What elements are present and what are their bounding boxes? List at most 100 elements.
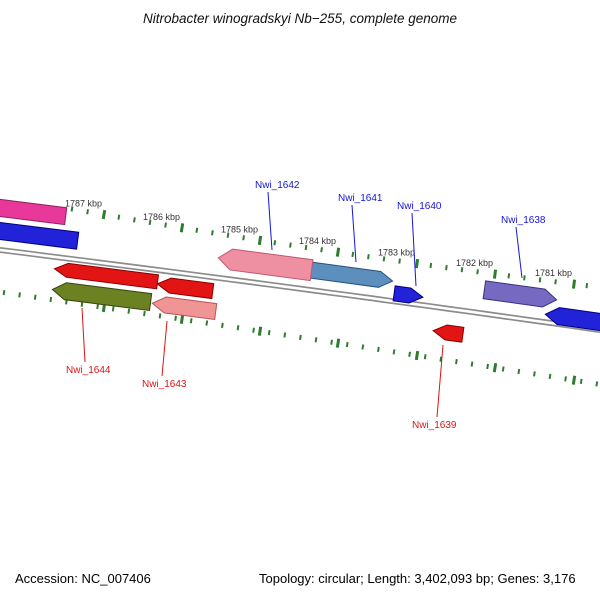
minor-tick: [548, 373, 552, 380]
major-tick: [571, 375, 577, 385]
minor-tick: [111, 306, 115, 312]
ruler-labels: 1787 kbp 1786 kbp 1785 kbp 1784 kbp 1783 kbp…: [65, 199, 572, 279]
minor-tick: [195, 227, 199, 233]
ruler-label: 1784 kbp: [299, 236, 336, 246]
minor-tick: [595, 381, 599, 387]
label-leader-line: [411, 212, 417, 287]
minor-tick: [49, 296, 53, 303]
gene-arrow[interactable]: [53, 262, 160, 290]
minor-tick: [226, 232, 230, 238]
major-tick: [492, 363, 498, 373]
gene-arrow-Nwi_1644[interactable]: [51, 281, 153, 312]
minor-tick: [148, 219, 152, 226]
gene-label-Nwi_1641[interactable]: Nwi_1641: [338, 193, 383, 204]
minor-tick: [320, 247, 323, 253]
minor-tick: [299, 334, 302, 341]
gene-arrow[interactable]: [156, 276, 215, 300]
minor-tick: [86, 209, 90, 215]
gene-label-Nwi_1638[interactable]: Nwi_1638: [501, 215, 546, 226]
minor-tick: [345, 341, 349, 348]
minor-tick: [236, 325, 240, 331]
major-tick: [257, 235, 263, 246]
gene-arrow-Nwi_1640[interactable]: [392, 285, 424, 305]
ruler-label: 1786 kbp: [143, 212, 180, 222]
gene-arrow-Nwi_1642[interactable]: [217, 247, 314, 282]
minor-tick: [351, 251, 355, 258]
gene-label-Nwi_1644[interactable]: Nwi_1644: [66, 365, 111, 376]
inner-tick-arc: [2, 289, 599, 387]
minor-tick: [96, 303, 99, 310]
minor-tick: [267, 329, 271, 336]
minor-tick: [143, 310, 146, 317]
minor-tick: [189, 318, 193, 324]
minor-tick: [554, 279, 557, 285]
label-leader-line: [267, 191, 273, 251]
minor-tick: [538, 277, 542, 283]
gene-label-Nwi_1640[interactable]: Nwi_1640: [397, 201, 442, 212]
ruler-label: 1787 kbp: [65, 199, 102, 209]
minor-tick: [174, 315, 177, 321]
minor-tick: [304, 244, 308, 251]
gene-arrow[interactable]: [0, 221, 80, 250]
minor-tick: [398, 258, 401, 264]
minor-tick: [221, 322, 224, 329]
minor-tick: [2, 289, 6, 296]
label-leader-line: [436, 344, 444, 418]
gene-label-Nwi_1639[interactable]: Nwi_1639: [412, 420, 457, 431]
major-tick: [414, 350, 420, 361]
label-leader-line: [515, 226, 523, 279]
gene-arrow-Nwi_1641[interactable]: [298, 260, 394, 289]
accession-text: Accession: NC_007406: [15, 571, 151, 586]
minor-tick: [523, 275, 526, 281]
minor-tick: [585, 282, 589, 289]
gene-labels: Nwi_1642 Nwi_1641 Nwi_1640 Nwi_1638 Nwi_1644…: [66, 180, 546, 431]
minor-tick: [476, 269, 479, 275]
gene-arrow[interactable]: [544, 306, 600, 333]
major-tick: [571, 279, 577, 289]
minor-tick: [429, 262, 433, 269]
major-tick: [492, 269, 498, 279]
major-tick: [101, 209, 107, 220]
major-tick: [335, 338, 341, 348]
minor-tick: [273, 240, 277, 246]
gene-arrow[interactable]: [0, 198, 68, 226]
label-leader-line: [351, 204, 357, 263]
minor-tick: [367, 254, 370, 260]
minor-tick: [314, 337, 318, 343]
major-tick: [257, 326, 263, 336]
minor-tick: [501, 366, 505, 372]
gene-arrow-Nwi_1639[interactable]: [432, 323, 465, 343]
ruler-label: 1785 kbp: [221, 224, 258, 234]
minor-tick: [579, 378, 583, 385]
minor-tick: [517, 368, 521, 375]
minor-tick: [382, 256, 386, 262]
minor-tick: [70, 206, 74, 212]
minor-tick: [164, 222, 167, 228]
minor-tick: [242, 235, 245, 241]
minor-tick: [18, 292, 21, 298]
minor-tick: [408, 351, 411, 357]
label-leader-line: [81, 307, 86, 363]
ruler-label: 1782 kbp: [456, 258, 493, 268]
gene-arrow-Nwi_1643[interactable]: [151, 295, 218, 321]
gene-label-Nwi_1643[interactable]: Nwi_1643: [142, 379, 187, 390]
label-leader-line: [161, 320, 168, 377]
minor-tick: [455, 358, 458, 365]
minor-tick: [392, 349, 396, 355]
minor-tick: [117, 214, 121, 220]
major-tick: [179, 223, 185, 233]
genome-summary-text: Topology: circular; Length: 3,402,093 bp…: [259, 571, 576, 586]
minor-tick: [564, 376, 567, 382]
minor-tick: [460, 267, 464, 273]
outer-tick-arc: [70, 206, 589, 289]
minor-tick: [445, 264, 448, 271]
minor-tick: [205, 320, 209, 326]
ruler-label: 1783 kbp: [378, 248, 415, 258]
minor-tick: [252, 327, 255, 333]
gene-label-Nwi_1642[interactable]: Nwi_1642: [255, 180, 300, 191]
gene-arrow-Nwi_1638[interactable]: [482, 280, 558, 309]
ruler-label: 1781 kbp: [535, 268, 572, 278]
minor-tick: [33, 294, 37, 300]
minor-tick: [423, 354, 427, 360]
